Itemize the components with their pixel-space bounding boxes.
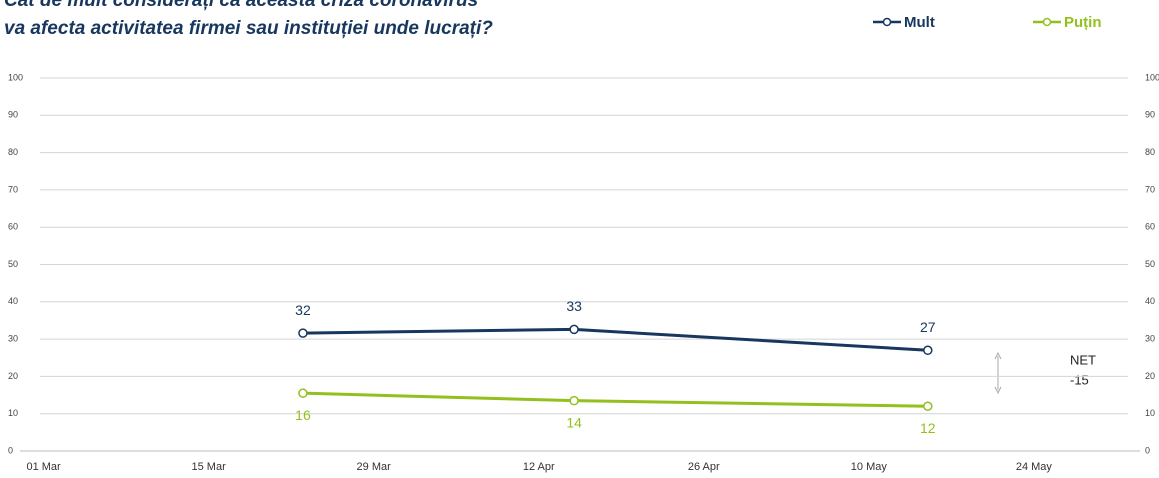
y2-tick-label: 100 <box>1145 72 1159 82</box>
point-marker <box>569 324 579 335</box>
y-tick-label: 40 <box>8 296 18 306</box>
x-tick-label: 24 May <box>1016 461 1053 473</box>
y2-tick-label: 60 <box>1145 222 1155 232</box>
y2-tick-label: 10 <box>1145 408 1155 418</box>
y-tick-label: 70 <box>8 184 18 194</box>
legend-marker <box>882 17 892 27</box>
legend-marker <box>1042 17 1052 27</box>
x-tick-label: 29 Mar <box>357 461 392 473</box>
y-tick-label: 90 <box>8 110 18 120</box>
x-tick-label: 26 Apr <box>688 461 720 473</box>
y2-tick-label: 80 <box>1145 147 1155 157</box>
data-label: 32 <box>295 302 311 318</box>
x-tick-label: 10 May <box>851 461 888 473</box>
chart-title: Cât de mult considerați că această criză… <box>4 0 478 11</box>
y-tick-label: 20 <box>8 371 18 381</box>
annotation: NET <box>1070 352 1096 367</box>
y2-tick-label: 0 <box>1145 445 1150 455</box>
point-marker <box>923 401 933 411</box>
y2-tick-label: 40 <box>1145 296 1155 306</box>
net-arrowheads <box>994 351 1002 395</box>
point-marker <box>298 328 308 338</box>
y2-tick-label: 50 <box>1145 259 1155 269</box>
x-tick-label: 15 Mar <box>192 461 227 473</box>
y2-tick-label: 90 <box>1145 110 1155 120</box>
data-label: 16 <box>295 407 311 423</box>
data-label: 27 <box>920 319 936 335</box>
y-tick-label: 10 <box>8 408 18 418</box>
y-tick-label: 100 <box>8 72 23 82</box>
series-line <box>302 391 928 408</box>
data-label: 33 <box>566 298 582 314</box>
y2-tick-label: 30 <box>1145 333 1155 343</box>
data-label: 14 <box>566 414 582 430</box>
y-tick-label: 50 <box>8 259 18 269</box>
data-label: 12 <box>920 420 936 436</box>
y2-tick-label: 70 <box>1145 184 1155 194</box>
chart-title: va afecta activitatea firmei sau institu… <box>4 18 493 39</box>
y-tick-label: 30 <box>8 333 18 343</box>
y-tick-label: 0 <box>8 445 13 455</box>
point-marker <box>298 388 308 398</box>
x-tick-label: 01 Mar <box>26 461 61 473</box>
annotation: -15 <box>1070 372 1089 387</box>
y-tick-label: 60 <box>8 222 18 232</box>
x-tick-label: 12 Apr <box>523 461 555 473</box>
y-tick-label: 80 <box>8 147 18 157</box>
legend-label: Puțin <box>1064 14 1102 31</box>
y2-tick-label: 20 <box>1145 371 1155 381</box>
legend-label: Mult <box>904 14 935 31</box>
point-marker <box>923 345 933 356</box>
series-line <box>302 327 928 352</box>
point-marker <box>569 395 579 406</box>
